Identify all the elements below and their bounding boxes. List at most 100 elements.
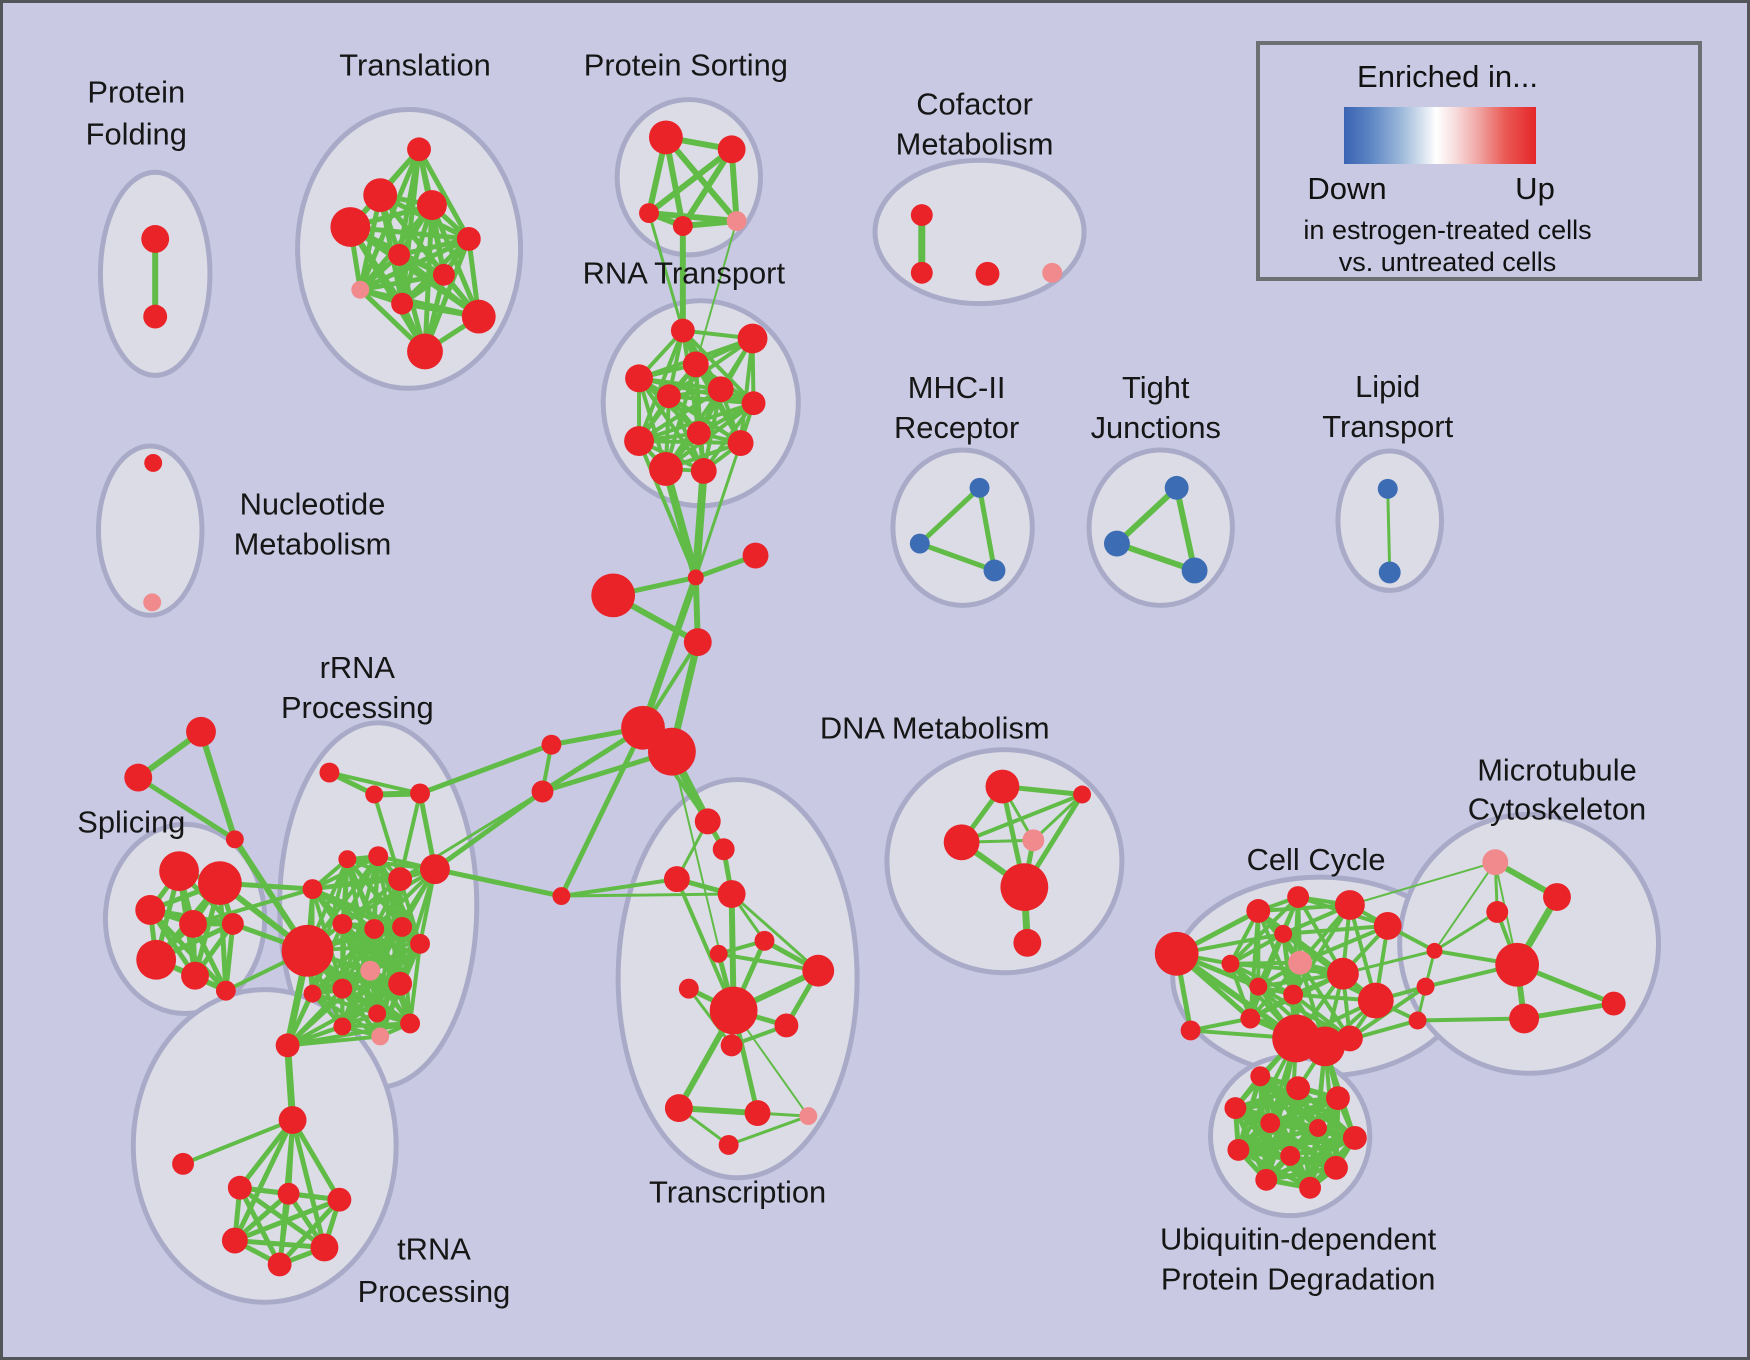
edge-t2-t7 xyxy=(237,1185,283,1267)
legend-down-label: Down xyxy=(1307,171,1387,206)
node-tr10 xyxy=(461,299,496,334)
edge-s3-s8 xyxy=(147,907,229,994)
node-tx5 xyxy=(754,930,775,951)
cluster-rrna-processing-label: rRNA xyxy=(320,650,396,685)
cluster-tight-junctions-ellipse xyxy=(1086,447,1235,608)
edge-mh1-mh2 xyxy=(917,485,983,547)
node-s4 xyxy=(179,909,207,938)
node-tr2 xyxy=(363,178,398,213)
edge-mt3-mt7 xyxy=(1433,910,1499,953)
node-tx9 xyxy=(709,986,758,1035)
cluster-nucleotide-metabolism-ellipse xyxy=(95,443,205,618)
legend-subtitle-line2: vs. untreated cells xyxy=(1338,247,1557,277)
node-rt10 xyxy=(624,426,654,456)
node-tr1 xyxy=(407,137,431,162)
node-t5 xyxy=(221,1227,248,1254)
edge-ps5-rt3 xyxy=(694,220,738,366)
node-ub12 xyxy=(1299,1176,1322,1199)
edge-mt5-mt6 xyxy=(1521,1001,1617,1021)
node-ub10 xyxy=(1324,1155,1348,1180)
edge-tj1-tj3 xyxy=(1173,484,1198,574)
cluster-microtubule-cytoskeleton-label: Microtubule xyxy=(1477,753,1637,788)
node-dm4 xyxy=(1022,829,1045,852)
node-rr19 xyxy=(333,1017,352,1036)
cluster-trna-processing-label: tRNA xyxy=(397,1231,471,1266)
edge-mh1-mh3 xyxy=(977,485,997,573)
cluster-tight-junctions-label: Junctions xyxy=(1091,410,1221,445)
edge-s5-s8 xyxy=(223,921,236,994)
edge-tx15-tx14 xyxy=(727,1114,810,1147)
node-rr4 xyxy=(302,879,323,900)
node-ps2 xyxy=(717,135,746,164)
node-tx6 xyxy=(709,944,728,963)
cluster-lipid-transport-label: Transport xyxy=(1322,409,1453,444)
node-rr10 xyxy=(364,918,385,939)
node-rr6 xyxy=(368,846,389,867)
edge-t4-t7 xyxy=(277,1197,342,1267)
node-ub9 xyxy=(1280,1145,1301,1166)
edge-tj2-tj3 xyxy=(1113,540,1198,574)
node-t6 xyxy=(310,1233,339,1262)
node-t7 xyxy=(267,1252,292,1277)
edge-t1-t2 xyxy=(237,1117,296,1191)
edge-tr5-tr11 xyxy=(422,236,472,354)
legend-up-label: Up xyxy=(1515,171,1555,206)
node-c3 xyxy=(591,573,636,618)
edge-rr19-rr20 xyxy=(340,941,423,1029)
node-tx11 xyxy=(720,1034,743,1057)
node-rt12 xyxy=(690,457,717,484)
edge-tr1-tr5 xyxy=(416,146,472,242)
node-tr7 xyxy=(432,263,455,286)
node-c4 xyxy=(683,628,712,657)
edge-rr11-rr14 xyxy=(310,924,405,996)
cluster-cell-cycle-label: Cell Cycle xyxy=(1247,842,1386,877)
node-tr6 xyxy=(388,243,411,266)
node-c9 xyxy=(552,887,571,906)
node-s1 xyxy=(159,851,199,892)
cluster-dna-metabolism-label: DNA Metabolism xyxy=(820,711,1050,746)
node-s7 xyxy=(181,961,209,990)
node-dm1 xyxy=(985,769,1020,804)
node-mt9 xyxy=(1408,1011,1427,1030)
node-s3 xyxy=(135,895,166,925)
edge-c7-rr3 xyxy=(417,742,554,796)
cluster-tight-junctions-label: Tight xyxy=(1122,370,1190,405)
edge-dm3-dm4 xyxy=(1031,792,1084,842)
edge-mt7-mt1 xyxy=(1433,861,1497,952)
node-c8 xyxy=(531,780,554,803)
node-ps5 xyxy=(726,211,747,231)
node-mt7 xyxy=(1426,942,1443,959)
node-nm2 xyxy=(143,593,162,612)
node-tx4 xyxy=(717,880,746,908)
node-mt8 xyxy=(1416,977,1435,996)
node-c7 xyxy=(541,734,562,755)
cluster-ubiquitin-degradation-label: Protein Degradation xyxy=(1161,1261,1435,1296)
node-s6 xyxy=(136,939,177,980)
edge-rt12-c1 xyxy=(691,466,708,582)
node-dm2 xyxy=(943,824,980,861)
edge-mh2-mh3 xyxy=(917,541,997,573)
edge-tx6-tx7 xyxy=(716,951,821,973)
node-rr12 xyxy=(360,960,381,981)
edge-ub7-ub8 xyxy=(1235,1135,1358,1153)
edge-ps1-ps5 xyxy=(662,134,740,225)
legend-subtitle-line1: in estrogen-treated cells xyxy=(1303,215,1592,245)
node-ub11 xyxy=(1255,1168,1278,1191)
node-rt4 xyxy=(625,364,653,393)
node-tr11 xyxy=(407,333,443,370)
node-dm5 xyxy=(1000,863,1049,911)
node-tx7 xyxy=(802,954,835,987)
node-rr5 xyxy=(338,850,357,869)
edge-rt11-c1 xyxy=(661,464,700,582)
node-rr7 xyxy=(388,867,413,892)
edge-o1-o3 xyxy=(197,728,238,843)
node-ps1 xyxy=(649,120,683,155)
node-tx8 xyxy=(678,978,699,999)
node-rr9 xyxy=(332,913,353,934)
edge-c9-tx4 xyxy=(559,892,734,898)
node-cc7 xyxy=(1288,950,1313,975)
node-cc17 xyxy=(1221,954,1240,973)
node-tx3 xyxy=(663,866,690,893)
legend-gradient-bar xyxy=(1344,107,1536,164)
node-ps4 xyxy=(672,216,693,236)
